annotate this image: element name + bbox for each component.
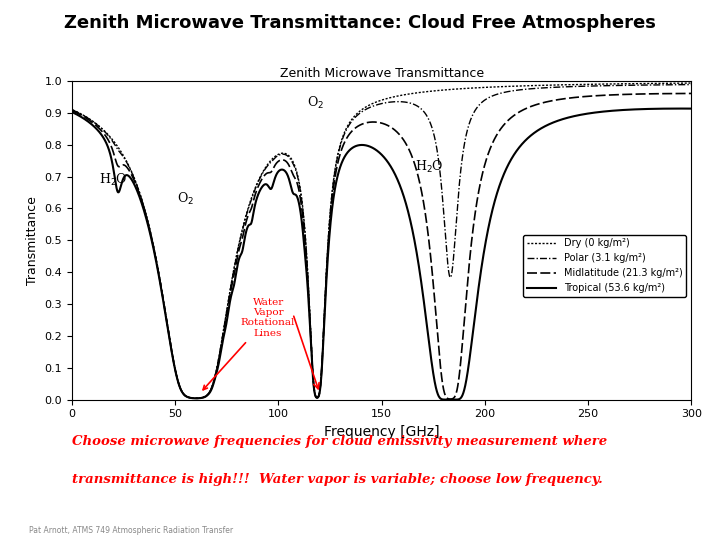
Text: O$_2$: O$_2$ — [177, 191, 194, 207]
Text: H$_2$O: H$_2$O — [99, 172, 127, 188]
Polar (3.1 kg/m²) — [687, 82, 696, 88]
Midlatitude (21.3 kg/m²) — [687, 90, 696, 97]
Tropical (53.6 kg/m²) — [530, 130, 539, 136]
Title: Zenith Microwave Transmittance: Zenith Microwave Transmittance — [279, 67, 484, 80]
Tropical (53.6 kg/m²) — [439, 396, 448, 403]
Text: transmittance is high!!!  Water vapor is variable; choose low frequency.: transmittance is high!!! Water vapor is … — [72, 472, 603, 485]
Y-axis label: Transmittance: Transmittance — [26, 196, 39, 285]
Dry (0 kg/m²) — [687, 80, 696, 86]
Text: Zenith Microwave Transmittance: Cloud Free Atmospheres: Zenith Microwave Transmittance: Cloud Fr… — [64, 14, 656, 31]
Tropical (53.6 kg/m²) — [305, 305, 313, 311]
Tropical (53.6 kg/m²) — [471, 312, 480, 319]
Line: Tropical (53.6 kg/m²): Tropical (53.6 kg/m²) — [73, 109, 691, 400]
Midlatitude (21.3 kg/m²) — [181, 392, 189, 399]
Line: Midlatitude (21.3 kg/m²): Midlatitude (21.3 kg/m²) — [73, 93, 691, 399]
Dry (0 kg/m²) — [530, 82, 539, 89]
Midlatitude (21.3 kg/m²) — [577, 93, 585, 100]
Tropical (53.6 kg/m²) — [687, 105, 696, 112]
Polar (3.1 kg/m²) — [192, 395, 200, 402]
Line: Polar (3.1 kg/m²): Polar (3.1 kg/m²) — [73, 85, 691, 399]
Polar (3.1 kg/m²) — [530, 85, 539, 92]
Dry (0 kg/m²) — [68, 106, 77, 113]
Midlatitude (21.3 kg/m²) — [439, 386, 448, 393]
Midlatitude (21.3 kg/m²) — [471, 211, 480, 218]
Midlatitude (21.3 kg/m²) — [68, 107, 77, 114]
Tropical (53.6 kg/m²) — [68, 109, 77, 116]
Polar (3.1 kg/m²) — [181, 392, 189, 399]
Dry (0 kg/m²) — [181, 392, 189, 399]
Polar (3.1 kg/m²) — [439, 210, 448, 216]
Midlatitude (21.3 kg/m²) — [530, 102, 539, 109]
Dry (0 kg/m²) — [577, 81, 585, 87]
Text: O$_2$: O$_2$ — [307, 95, 324, 111]
Text: Water
Vapor
Rotational
Lines: Water Vapor Rotational Lines — [203, 298, 295, 390]
Midlatitude (21.3 kg/m²) — [446, 396, 455, 402]
Midlatitude (21.3 kg/m²) — [305, 298, 313, 305]
Tropical (53.6 kg/m²) — [446, 396, 455, 403]
Legend: Dry (0 kg/m²), Polar (3.1 kg/m²), Midlatitude (21.3 kg/m²), Tropical (53.6 kg/m²: Dry (0 kg/m²), Polar (3.1 kg/m²), Midlat… — [523, 234, 686, 297]
Tropical (53.6 kg/m²) — [676, 105, 685, 112]
Text: H$_2$O: H$_2$O — [415, 159, 444, 175]
Polar (3.1 kg/m²) — [68, 107, 77, 113]
Dry (0 kg/m²) — [192, 395, 200, 402]
Polar (3.1 kg/m²) — [471, 107, 480, 114]
Text: Choose microwave frequencies for cloud emissivity measurement where: Choose microwave frequencies for cloud e… — [72, 435, 607, 448]
X-axis label: Frequency [GHz]: Frequency [GHz] — [324, 425, 439, 439]
Dry (0 kg/m²) — [305, 296, 313, 303]
Polar (3.1 kg/m²) — [305, 297, 313, 303]
Text: Pat Arnott, ATMS 749 Atmospheric Radiation Transfer: Pat Arnott, ATMS 749 Atmospheric Radiati… — [29, 525, 233, 535]
Dry (0 kg/m²) — [471, 85, 480, 91]
Tropical (53.6 kg/m²) — [181, 392, 189, 399]
Dry (0 kg/m²) — [439, 87, 448, 93]
Tropical (53.6 kg/m²) — [577, 111, 585, 118]
Line: Dry (0 kg/m²): Dry (0 kg/m²) — [73, 83, 691, 399]
Polar (3.1 kg/m²) — [577, 83, 585, 90]
